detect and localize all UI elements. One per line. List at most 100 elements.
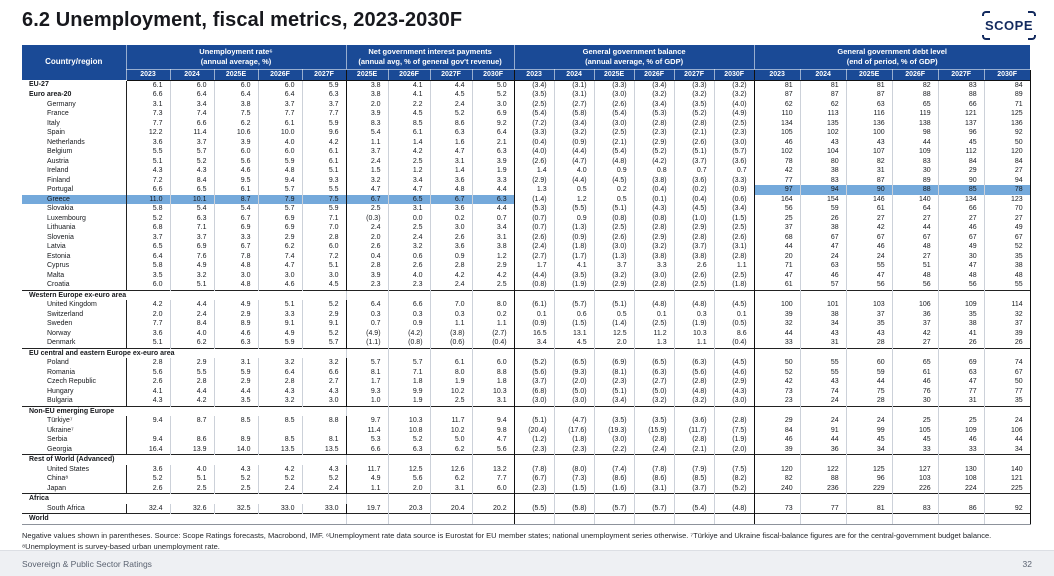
cell: 4.3 [302,386,347,396]
cell: 8.0 [471,300,515,310]
cell: 1.1 [674,338,715,348]
cell: 3.4 [514,338,555,348]
cell: 35 [983,396,1031,406]
cell: 4.4 [170,386,215,396]
cell: (4.9) [346,328,389,338]
cell: 66 [938,99,985,109]
cell: (6.9) [594,358,635,368]
cell: 4.7 [346,185,389,195]
cell: (6.7) [514,474,555,484]
cell: 76 [892,386,939,396]
cell: (3.2) [594,270,635,280]
cell: (4.8) [674,386,715,396]
cell: 6.3 [471,147,515,157]
cell: (1.1) [346,338,389,348]
cell: 60 [846,358,893,368]
cell [983,454,1031,465]
cell: 73 [754,386,801,396]
cell: 0.2 [594,185,635,195]
section-row: Non-EU emerging Europe [22,405,1031,416]
cell: 82 [754,474,801,484]
cell: 123 [983,194,1031,204]
row-label: World [22,513,347,525]
cell: 32 [983,309,1031,319]
cell: (5.2) [634,147,675,157]
cell: 122 [800,464,847,474]
cell: 5.5 [126,147,171,157]
cell: 6.7 [430,194,473,204]
group-header-debt: General government debt level (end of pe… [754,45,1031,69]
cell: 8.6 [713,328,755,338]
cell: (8.0) [554,464,595,474]
cell: (5.5) [514,503,555,514]
cell: (8.1) [594,367,635,377]
cell: (5.1) [674,147,715,157]
row-label: Germany [22,99,127,109]
group-header-balance: General government balance (annual avera… [514,45,755,69]
cell: (2.2) [594,444,635,455]
cell: 83 [892,503,939,514]
cell: 2.4 [430,280,473,290]
table-row: Lithuania 6.8 7.1 6.9 6.9 7.0 2.4 2.5 3.0 3.4 (0.7… [22,223,1031,233]
cell: 12.2 [126,128,171,138]
cell: 87 [846,175,893,185]
cell [430,347,473,358]
cell [634,405,675,416]
row-label: Malta [22,270,127,280]
cell: (0.8) [594,213,635,223]
cell: 5.6 [214,156,259,166]
cell: (4.8) [594,156,635,166]
footnote: Negative values shown in parentheses. So… [22,530,992,551]
cell [800,289,847,300]
cell: 3.1 [471,232,515,242]
cell: (3.0) [514,396,555,406]
cell: 35 [846,319,893,329]
cell: (2.3) [514,444,555,455]
cell: 2.6 [346,242,389,252]
cell: (3.8) [430,328,473,338]
cell [634,493,675,504]
cell [388,289,431,300]
cell: 4.1 [388,80,431,90]
row-label: Netherlands [22,137,127,147]
cell: (2.9) [674,223,715,233]
cell: (4.4) [554,147,595,157]
cell [554,347,595,358]
cell: 6.3 [471,194,515,204]
cell: 62 [754,99,801,109]
cell: (1.4) [514,194,555,204]
cell: 19.7 [346,503,389,514]
cell: 87 [846,90,893,100]
cell: (6.3) [674,358,715,368]
cell [938,454,985,465]
cell: 0.4 [346,251,389,261]
cell: 1.1 [430,319,473,329]
cell: 100 [754,300,801,310]
cell: 6.4 [258,90,303,100]
cell: 2.4 [258,483,303,494]
year-header-2026f: 2026F [892,68,939,81]
cell [713,513,755,525]
cell: 6.1 [430,358,473,368]
cell: 6.0 [258,80,303,90]
cell: 47 [938,261,985,271]
cell [634,513,675,525]
cell: (5.0) [634,386,675,396]
cell: 164 [754,194,801,204]
group-header-unemployment: Unemployment rate⁶ (annual average, %) [126,45,347,69]
cell: (3.3) [713,175,755,185]
cell: 0.7 [713,166,755,176]
cell: 67 [938,232,985,242]
cell: 98 [892,128,939,138]
table-row: Finland 7.2 8.4 9.5 9.4 9.3 3.2 3.4 3.6 3.3 (2.9)(… [22,175,1031,185]
cell: 44 [983,435,1031,445]
cell: 5.2 [126,474,171,484]
cell: 5.2 [388,435,431,445]
cell [800,493,847,504]
cell: 4.8 [430,185,473,195]
cell: 4.2 [302,137,347,147]
cell: 6.9 [471,109,515,119]
row-label: Belgium [22,147,127,157]
cell: (7.2) [514,118,555,128]
cell: (1.8) [554,242,595,252]
